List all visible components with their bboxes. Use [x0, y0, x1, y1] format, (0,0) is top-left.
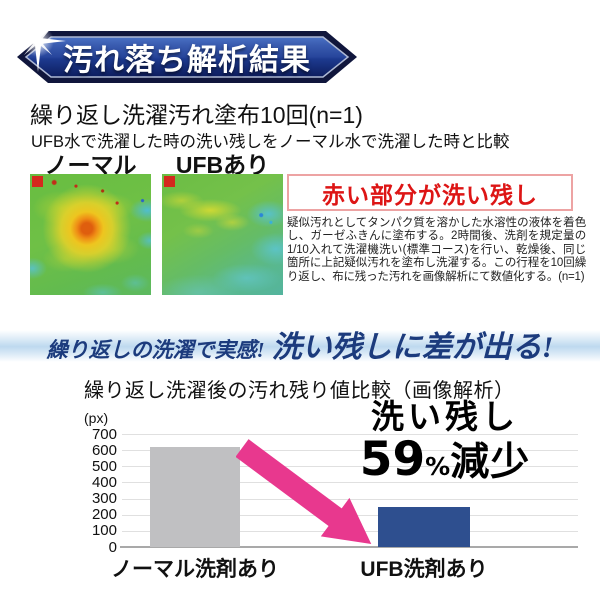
header-banner: [17, 31, 357, 83]
chart-title: 繰り返し洗濯後の汚れ残り値比較（画像解析）: [84, 380, 515, 402]
reduction-unit: %: [425, 451, 451, 481]
category-label: ノーマル洗剤あり: [111, 558, 279, 581]
statement-band: [0, 330, 600, 362]
y-axis-tick: 200: [91, 506, 117, 524]
red-corner-marker: [32, 176, 43, 187]
banner-title: 汚れ落ち解析結果: [63, 44, 311, 77]
heatmap-image-ufb: [162, 174, 283, 295]
heatmap-image-normal: [30, 174, 151, 295]
y-axis-tick: 700: [91, 425, 117, 443]
gridline: [122, 466, 578, 468]
red-corner-marker: [164, 176, 175, 187]
gridline: [122, 434, 578, 435]
x-axis-line: [120, 545, 578, 548]
arrow-shape: [236, 439, 372, 544]
y-axis-tick: 300: [91, 490, 117, 508]
category-label: UFB洗剤あり: [360, 558, 488, 581]
statement-part1: 繰り返しの洗濯で実感!: [46, 338, 265, 362]
y-axis-tick: 0: [108, 538, 117, 556]
intro-subtitle: UFB水で洗濯した時の洗い残しをノーマル水で洗濯した時と比較: [31, 133, 510, 151]
decrease-arrow-icon: [236, 439, 372, 544]
reduction-word: 減少: [450, 439, 531, 485]
annotation-line1: 洗い残し: [371, 397, 519, 436]
reduction-annotation: 洗い残し 59%減少: [318, 397, 572, 483]
reduction-value: 59: [359, 431, 426, 487]
heatmap-label-normal: ノーマル: [44, 152, 137, 178]
method-note: 疑似汚れとしてタンパク質を溶かした水溶性の液体を着色し、ガーゼふきんに塗布する。…: [287, 217, 586, 283]
gridline: [122, 498, 578, 500]
annotation-line2: 59%減少: [318, 436, 572, 483]
bar-normal: [150, 446, 240, 547]
y-axis-tick: 600: [91, 441, 117, 459]
heatmap-label-ufb: UFBあり: [175, 152, 270, 178]
gridline: [122, 482, 578, 484]
bar-ufb: [378, 506, 470, 547]
statement-part2: 洗い残しに差が出る!: [271, 331, 554, 364]
y-axis-tick: 100: [91, 522, 117, 540]
y-axis-tick: 400: [91, 473, 117, 491]
intro-title: 繰り返し洗濯汚れ塗布10回(n=1): [30, 102, 363, 128]
y-axis-unit-label: (px): [84, 410, 109, 426]
statement: 繰り返しの洗濯で実感! 洗い残しに差が出る!: [0, 322, 600, 366]
gridline: [122, 450, 578, 452]
residue-badge: 赤い部分が洗い残し: [287, 174, 573, 211]
y-axis-tick: 500: [91, 457, 117, 475]
